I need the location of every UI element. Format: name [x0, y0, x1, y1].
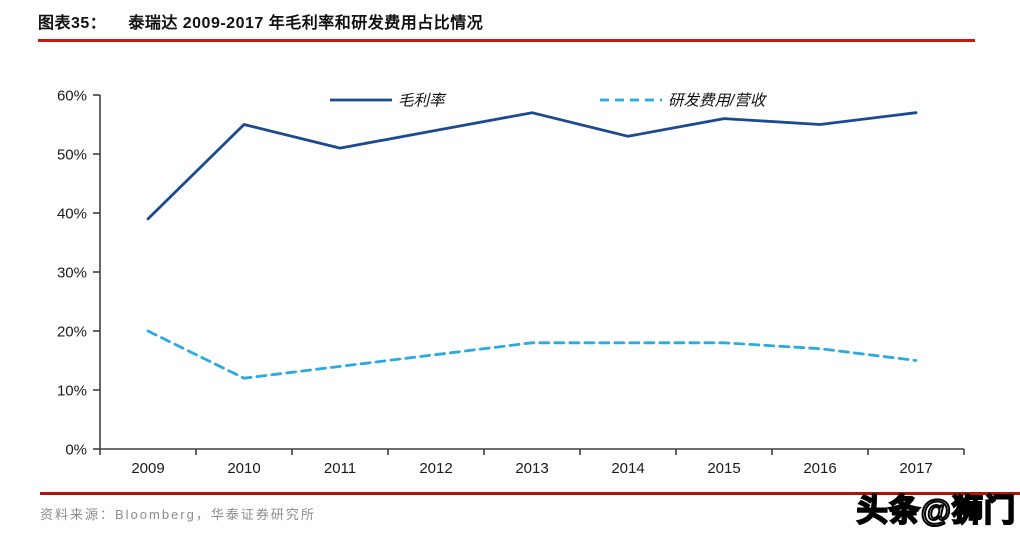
- legend-label-1: 研发费用/营收: [668, 92, 768, 110]
- title-underline: [38, 39, 975, 42]
- series-line-0: [146, 111, 918, 221]
- figure-label: 图表35：: [38, 15, 107, 32]
- x-tick-label: 2016: [803, 460, 836, 477]
- x-tick-label: 2010: [227, 460, 260, 477]
- legend-label-0: 毛利率: [398, 92, 447, 110]
- figure-title: 泰瑞达 2009-2017 年毛利率和研发费用占比情况: [128, 15, 484, 32]
- y-tick-label: 40%: [57, 206, 87, 223]
- y-tick-label: 50%: [57, 147, 87, 164]
- figure-title-row: 图表35： 泰瑞达 2009-2017 年毛利率和研发费用占比情况: [38, 9, 978, 33]
- x-tick-label: 2009: [131, 460, 164, 477]
- y-tick-label: 20%: [57, 324, 87, 341]
- x-tick-label: 2011: [324, 460, 356, 477]
- series-line-1: [146, 329, 918, 380]
- x-tick-label: 2013: [515, 460, 548, 477]
- footer-divider: [40, 492, 1020, 495]
- y-tick-label: 60%: [57, 88, 87, 105]
- watermark: 头条@狮门: [856, 492, 1016, 529]
- source-note: 资料来源：Bloomberg，华泰证券研究所: [40, 507, 316, 522]
- x-tick-label: 2014: [611, 460, 644, 477]
- y-tick-label: 0%: [65, 442, 87, 459]
- x-tick-label: 2012: [419, 460, 452, 477]
- x-tick-label: 2015: [707, 460, 740, 477]
- line-chart: 0% 10% 20% 30% 40% 50% 60% 2009 2010 2011 2012 2013…: [57, 88, 965, 477]
- y-tick-label: 10%: [57, 383, 87, 400]
- y-tick-label: 30%: [57, 265, 87, 282]
- x-tick-label: 2017: [899, 460, 932, 477]
